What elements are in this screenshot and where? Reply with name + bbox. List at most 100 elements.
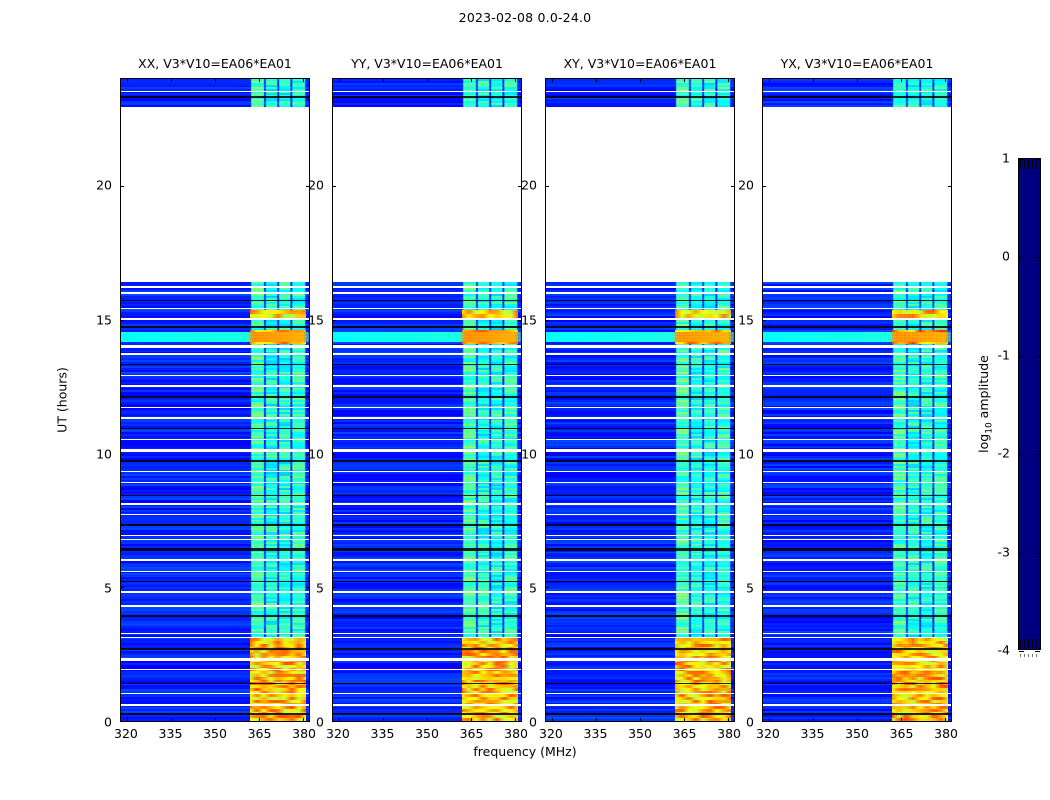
x-tick xyxy=(382,718,384,721)
y-tick xyxy=(333,587,336,589)
colorbar-tick-left xyxy=(1019,552,1024,554)
x-tick xyxy=(215,718,216,721)
spectrogram-yy[interactable] xyxy=(332,78,522,722)
x-tick xyxy=(684,718,686,721)
y-tick xyxy=(763,453,766,455)
y-tick-label: 10 xyxy=(96,446,112,462)
x-tick-label: 335 xyxy=(583,726,608,741)
x-tick xyxy=(170,718,172,721)
colorbar-over-marker xyxy=(1020,160,1041,169)
y-tick-right xyxy=(306,587,309,589)
x-tick-top xyxy=(812,79,814,82)
x-tick-top xyxy=(126,79,128,82)
colorbar-tick xyxy=(1035,552,1040,554)
spectrogram-yx[interactable] xyxy=(762,78,952,722)
y-tick-right xyxy=(306,453,309,455)
y-tick xyxy=(332,721,336,722)
y-tick-label: 10 xyxy=(521,446,537,462)
y-tick-label: 15 xyxy=(96,312,112,327)
y-tick xyxy=(546,319,549,321)
y-tick xyxy=(333,319,336,321)
spectrogram-image xyxy=(333,79,521,721)
y-tick xyxy=(763,319,766,321)
spectrogram-xy[interactable] xyxy=(545,78,735,722)
x-tick-top xyxy=(901,79,903,82)
y-tick xyxy=(546,453,549,455)
y-tick-right xyxy=(948,721,952,722)
x-tick-top xyxy=(640,79,641,82)
y-tick-label: 5 xyxy=(104,580,112,596)
spectrogram-xx[interactable] xyxy=(120,78,310,722)
panel-xy: XY, V3*V10=EA06*EA01 320 335 350 365 380 0 5 10 1… xyxy=(521,56,741,741)
x-tick xyxy=(338,718,340,721)
x-tick xyxy=(640,718,641,721)
colorbar-tick xyxy=(1035,355,1040,357)
x-tick-top xyxy=(684,79,686,82)
y-tick-label: 5 xyxy=(746,580,754,596)
y-tick-right xyxy=(948,186,951,187)
y-tick-label: 15 xyxy=(738,312,754,327)
y-tick-label: 20 xyxy=(521,177,537,193)
colorbar-under-marker xyxy=(1020,639,1041,648)
x-tick xyxy=(595,718,597,721)
colorbar-tick-left xyxy=(1019,257,1024,259)
x-tick-label: 350 xyxy=(415,726,439,741)
x-tick-top xyxy=(857,79,858,82)
x-tick-label: 320 xyxy=(539,726,563,741)
y-tick xyxy=(121,587,124,589)
y-tick-label: 10 xyxy=(308,446,324,462)
y-tick xyxy=(121,319,124,321)
x-tick-label: 380 xyxy=(717,726,741,741)
colorbar-tick xyxy=(1035,159,1040,160)
y-tick xyxy=(121,453,124,455)
y-axis-title: UT (hours) xyxy=(54,367,70,433)
y-tick-label: 15 xyxy=(308,312,324,327)
y-tick xyxy=(333,453,336,455)
x-tick-label: 335 xyxy=(370,726,395,741)
y-tick-right xyxy=(948,453,951,455)
panel-title-yy: YY, V3*V10=EA06*EA01 xyxy=(351,56,503,71)
spectrogram-image xyxy=(546,79,734,721)
y-tick-label: 20 xyxy=(96,177,112,193)
colorbar[interactable] xyxy=(1018,158,1041,652)
x-axis-title: frequency (MHz) xyxy=(473,744,577,759)
x-tick-top xyxy=(303,79,305,82)
y-tick xyxy=(546,186,549,187)
y-tick xyxy=(121,186,124,187)
x-tick xyxy=(471,718,473,721)
y-tick-label: 5 xyxy=(529,580,537,596)
spectrogram-image xyxy=(763,79,951,721)
x-tick xyxy=(945,718,947,721)
y-tick-label: 20 xyxy=(738,177,754,193)
colorbar-tick xyxy=(1035,454,1040,456)
x-tick-label: 350 xyxy=(628,726,652,741)
x-tick-label: 320 xyxy=(114,726,138,741)
colorbar-tick-label: -4 xyxy=(997,642,1010,658)
x-tick-label: 365 xyxy=(672,726,697,741)
x-tick-label: 335 xyxy=(158,726,183,741)
y-tick-label: 20 xyxy=(308,177,324,193)
x-tick-top xyxy=(471,79,473,82)
y-tick xyxy=(763,587,766,589)
y-tick-right xyxy=(948,319,951,321)
x-tick-label: 365 xyxy=(459,726,484,741)
y-tick-right xyxy=(731,587,734,589)
spectrogram-image xyxy=(121,79,309,721)
colorbar-tick-label: 1 xyxy=(1002,150,1010,166)
x-tick-top xyxy=(515,79,517,82)
panel-yy: YY, V3*V10=EA06*EA01 320 335 350 365 380 0 5 10 1… xyxy=(308,56,528,741)
x-tick-label: 380 xyxy=(504,726,528,741)
colorbar-title: log10 amplitude xyxy=(976,355,995,453)
x-tick xyxy=(901,718,903,721)
colorbar-tick xyxy=(1035,651,1040,652)
x-tick-label: 350 xyxy=(845,726,869,741)
y-tick xyxy=(763,186,766,187)
panel-title-xx: XX, V3*V10=EA06*EA01 xyxy=(138,56,292,71)
x-tick xyxy=(515,718,517,721)
x-tick-label: 380 xyxy=(292,726,316,741)
y-tick-right xyxy=(518,587,521,589)
x-tick-top xyxy=(382,79,384,82)
x-tick-top xyxy=(215,79,216,82)
x-tick-label: 365 xyxy=(247,726,272,741)
x-tick-top xyxy=(170,79,172,82)
